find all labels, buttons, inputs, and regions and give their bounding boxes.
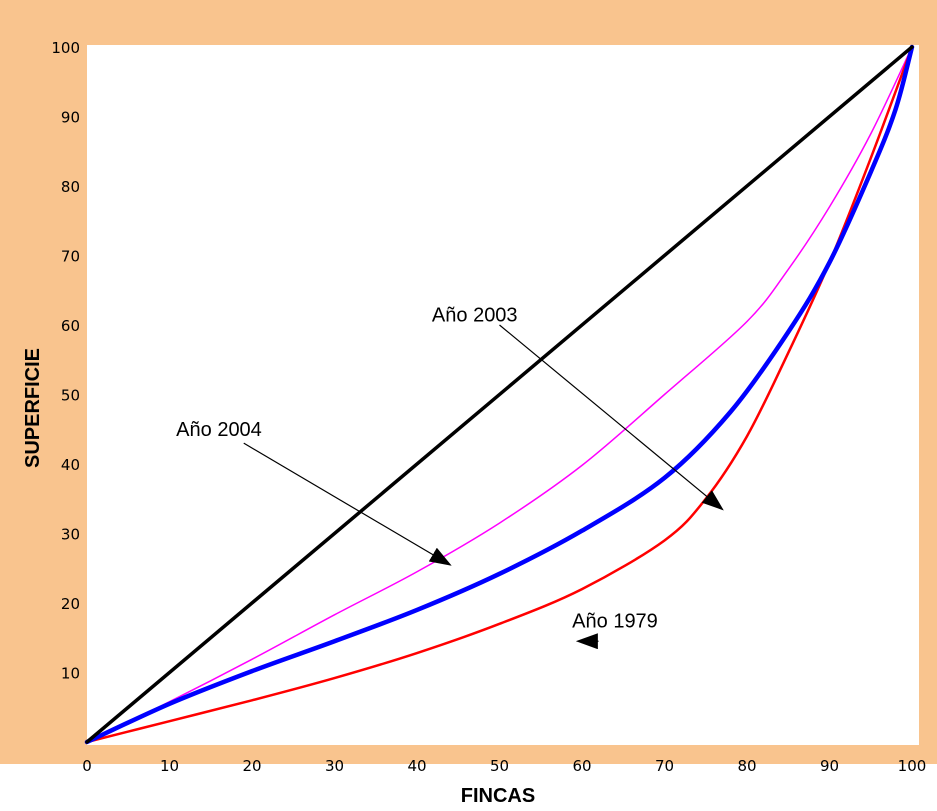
y-tick-label: 90 (61, 109, 80, 127)
y-tick-label: 40 (61, 456, 80, 474)
annotation-arrow (499, 324, 724, 511)
x-tick-label: 100 (898, 757, 927, 775)
x-tick-label: 80 (737, 757, 756, 775)
x-tick-label: 10 (160, 757, 179, 775)
annotation-label: Año 2004 (176, 419, 262, 441)
x-tick-label: 50 (490, 757, 509, 775)
x-tick-label: 40 (407, 757, 426, 775)
x-tick-label: 0 (82, 757, 92, 775)
series-layer (84, 44, 915, 745)
x-tick-label: 30 (325, 757, 344, 775)
series-line-equality (85, 45, 914, 744)
y-tick-label: 50 (61, 387, 80, 405)
y-tick-label: 80 (61, 178, 80, 196)
annotation-arrow (243, 442, 452, 566)
series-line-y2003 (84, 44, 915, 745)
tick-label-layer: 0 10 20 30 40 50 60 70 80 90 100 10 20 30 40 50 60 70 80 90… (51, 39, 926, 775)
annotation-layer: Año 2003 Año 2004 Año 1979 (176, 305, 724, 650)
y-tick-label: 10 (61, 665, 80, 683)
x-tick-label: 20 (242, 757, 261, 775)
series-line-y2004 (86, 46, 913, 743)
x-axis-title: FINCAS (461, 785, 535, 807)
y-tick-label: 100 (51, 39, 80, 57)
y-tick-label: 30 (61, 526, 80, 544)
y-tick-label: 20 (61, 595, 80, 613)
x-tick-label: 90 (820, 757, 839, 775)
y-tick-label: 60 (61, 317, 80, 335)
annotation-label: Año 2003 (432, 305, 518, 327)
annotation-label: Año 1979 (572, 610, 658, 632)
x-tick-label: 60 (572, 757, 591, 775)
y-axis-title: SUPERFICIE (22, 348, 44, 468)
y-tick-label: 70 (61, 248, 80, 266)
plot-area (87, 45, 919, 745)
x-tick-label: 70 (655, 757, 674, 775)
